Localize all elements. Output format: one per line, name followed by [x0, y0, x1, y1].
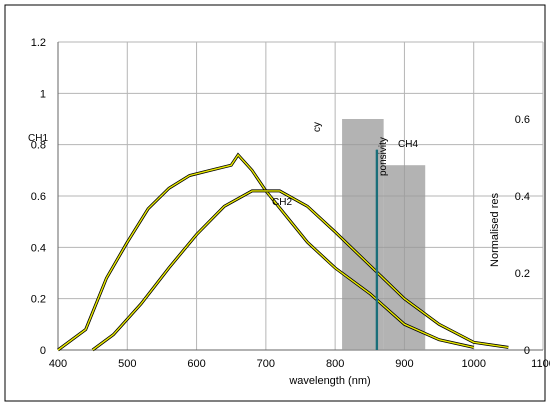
- x-tick-label: 900: [395, 358, 413, 370]
- bar-overlay: [383, 165, 426, 350]
- x-tick-label: 600: [187, 358, 205, 370]
- tick-labels: 0 0.2 0.4 0.6 0.8 1 1.2 400 500 600 700 800 900 1000 1…: [31, 37, 550, 370]
- inline-labels: CH1 CH2 cy ponsivity CH4: [28, 122, 418, 208]
- series-line: [92, 190, 509, 351]
- x-tick-label: 1000: [461, 358, 485, 370]
- y-left-tick-label: 1.2: [31, 37, 46, 49]
- y-right-tick-label: 0.4: [515, 191, 530, 203]
- y-left-tick-label: 0.6: [31, 191, 46, 203]
- x-tick-label: 500: [118, 358, 136, 370]
- inline-label: cy: [312, 122, 323, 132]
- y-right-tick-label: 0.6: [515, 114, 530, 126]
- x-tick-label: 800: [326, 358, 344, 370]
- y-right-tick-label: 0: [524, 345, 530, 357]
- y-right-tick-label: 0.2: [515, 268, 530, 280]
- y-left-tick-label: 0.4: [31, 242, 46, 254]
- y-left-tick-label: 1: [40, 88, 46, 100]
- series-lines: [57, 152, 509, 352]
- x-tick-label: 400: [49, 358, 67, 370]
- inline-label: CH1: [28, 133, 48, 144]
- right-axis-title: Normalised res: [489, 193, 501, 267]
- inline-label: ponsivity: [378, 137, 389, 176]
- y-left-tick-label: 0.2: [31, 294, 46, 306]
- y-left-tick-label: 0: [40, 345, 46, 357]
- inline-label: CH2: [272, 197, 292, 208]
- inline-label: CH4: [398, 139, 418, 150]
- y-left-tick-label: 0.8: [31, 140, 46, 152]
- x-axis-title: wavelength (nm): [288, 375, 370, 387]
- gridlines: [57, 41, 544, 351]
- x-tick-label: 700: [257, 358, 275, 370]
- series-line: [57, 153, 474, 351]
